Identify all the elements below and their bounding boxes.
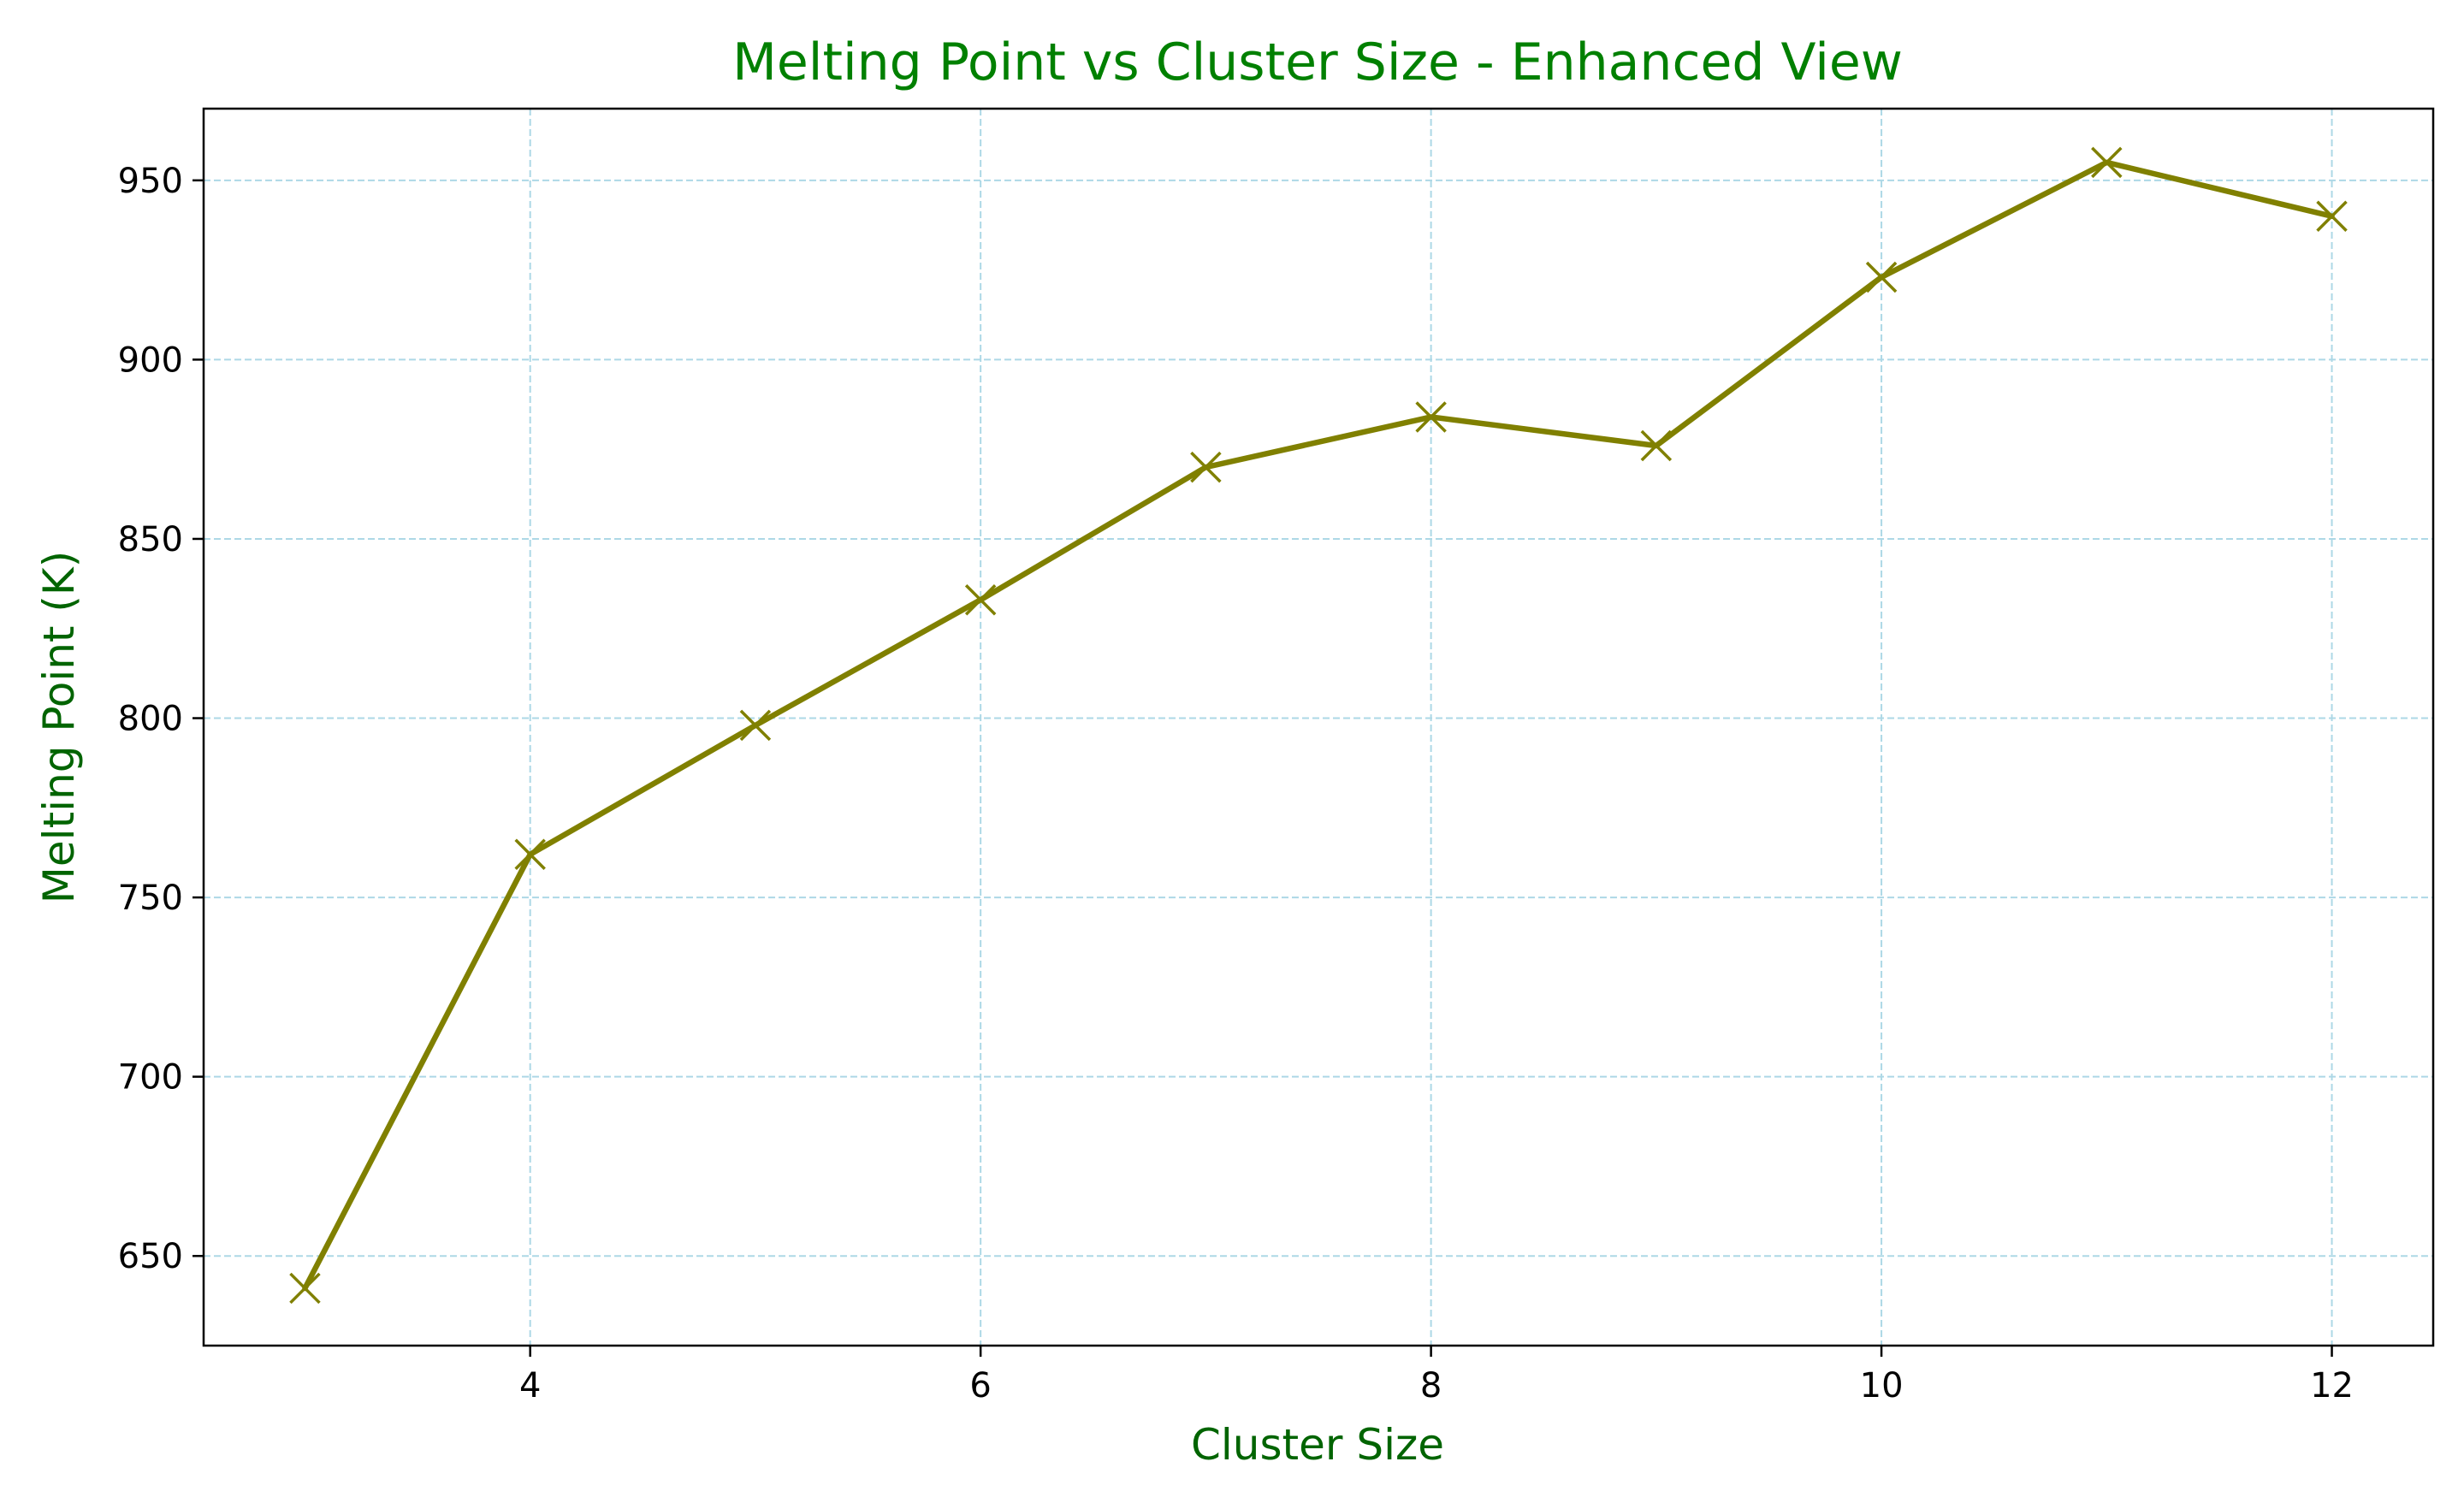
data-point-marker <box>1640 429 1673 462</box>
series-layer <box>289 146 2348 1305</box>
data-point-marker <box>739 709 772 742</box>
data-point-marker <box>289 1272 321 1305</box>
x-tick-label: 4 <box>519 1366 541 1405</box>
y-tick-label: 850 <box>118 520 183 559</box>
x-tick-label: 12 <box>2310 1366 2354 1405</box>
y-tick-label: 900 <box>118 340 183 380</box>
plot-frame <box>202 107 2435 1347</box>
x-tick-label: 10 <box>1860 1366 1904 1405</box>
y-tick-label: 750 <box>118 879 183 918</box>
data-point-marker <box>2316 200 2348 232</box>
x-axis-label: Cluster Size <box>1191 1420 1444 1470</box>
data-point-marker <box>514 838 546 871</box>
x-tick-label: 6 <box>969 1366 991 1405</box>
y-tick-label: 700 <box>118 1058 183 1098</box>
y-axis-label: Melting Point (K) <box>34 551 84 903</box>
y-tick-label: 650 <box>118 1237 183 1276</box>
y-tick-label: 950 <box>118 162 183 201</box>
ticks-layer: 4 6 8 10 12 650 700 750 800 850 900 950 <box>118 162 2354 1405</box>
data-point-marker <box>2091 146 2123 179</box>
data-point-marker <box>1190 451 1222 483</box>
series-line <box>302 159 2335 1292</box>
chart-title: Melting Point vs Cluster Size - Enhanced… <box>732 33 1903 92</box>
grid-layer <box>204 109 2433 1346</box>
y-tick-label: 800 <box>118 700 183 739</box>
data-point-marker <box>1865 261 1898 293</box>
x-tick-label: 8 <box>1420 1366 1442 1405</box>
data-point-marker <box>1415 401 1447 433</box>
data-point-marker <box>964 583 997 616</box>
